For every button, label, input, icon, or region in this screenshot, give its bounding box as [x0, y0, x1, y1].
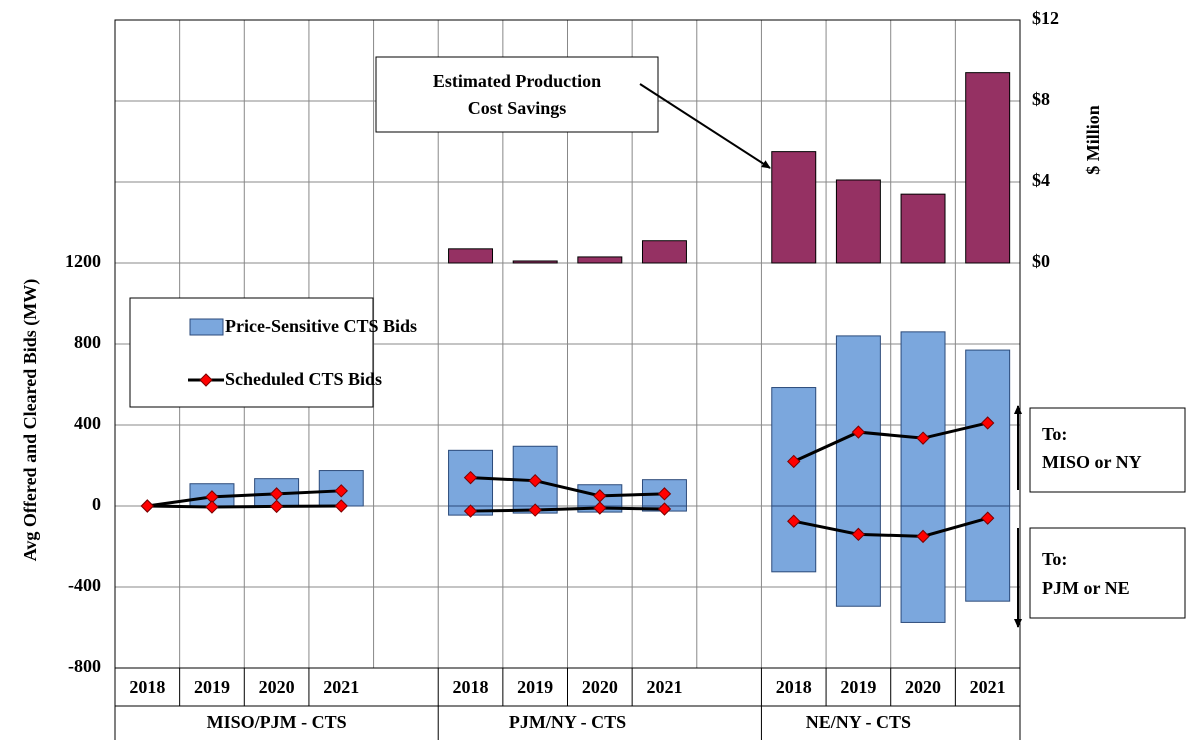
- annotation-text: MISO or NY: [1042, 452, 1142, 472]
- marker: [528, 473, 542, 488]
- y-tick-label: 0: [92, 494, 101, 514]
- bar: [900, 505, 946, 623]
- marker: [916, 431, 930, 445]
- bar: [835, 505, 881, 607]
- bar: [835, 179, 881, 264]
- y2-tick-label: $8: [1032, 89, 1050, 109]
- annotation-arrow: [639, 83, 771, 169]
- annotation: To: PJM or NE: [1014, 527, 1186, 628]
- marker: [787, 454, 801, 469]
- marker: [980, 511, 995, 525]
- group-label: MISO/PJM - CTS: [207, 712, 347, 732]
- marker: [980, 416, 995, 430]
- y-tick-label: 400: [74, 413, 101, 433]
- marker: [851, 425, 866, 439]
- annotation-text: To:: [1042, 549, 1067, 569]
- legend-box: [129, 297, 374, 408]
- annotation-text: Estimated Production: [433, 71, 601, 91]
- annotation: Estimated Production Cost Savings: [375, 56, 771, 169]
- group-label: PJM/NY - CTS: [509, 712, 626, 732]
- legend-label: Scheduled CTS Bids: [225, 369, 382, 389]
- annotation-box: [375, 56, 659, 133]
- annotation-box: [1029, 407, 1186, 493]
- bar: [900, 331, 946, 507]
- annotation-text: To:: [1042, 424, 1067, 444]
- marker: [269, 499, 284, 514]
- marker: [593, 501, 607, 515]
- marker: [657, 487, 672, 501]
- bar: [771, 151, 817, 264]
- x-tick-label: 2019: [194, 677, 230, 697]
- bar: [771, 387, 817, 507]
- x-tick-label: 2020: [259, 677, 295, 697]
- marker: [528, 503, 542, 517]
- legend-label: Price-Sensitive CTS Bids: [225, 316, 417, 336]
- x-tick-label: 2021: [646, 677, 682, 697]
- annotation: To: MISO or NY: [1014, 405, 1186, 493]
- legend-swatch: [189, 318, 224, 336]
- x-tick-label: 2018: [129, 677, 165, 697]
- x-tick-label: 2021: [323, 677, 359, 697]
- x-tick-label: 2018: [776, 677, 812, 697]
- annotation-text: Cost Savings: [468, 98, 567, 118]
- marker: [334, 484, 348, 498]
- marker: [787, 514, 801, 528]
- x-tick-label: 2020: [905, 677, 941, 697]
- marker: [851, 527, 866, 542]
- x-tick-label: 2019: [840, 677, 876, 697]
- x-tick-label: 2021: [970, 677, 1006, 697]
- bar: [965, 72, 1011, 264]
- bar: [512, 260, 558, 264]
- line: [147, 421, 989, 508]
- marker: [916, 529, 930, 544]
- line: [147, 504, 989, 538]
- bar: [641, 240, 687, 264]
- bar: [448, 248, 494, 264]
- y-axis-label: Avg Offered and Cleared Bids (MW): [20, 279, 41, 561]
- y2-tick-label: $0: [1032, 251, 1050, 271]
- x-tick-label: 2020: [582, 677, 618, 697]
- y-tick-label: 1200: [65, 251, 101, 271]
- x-tick-label: 2018: [453, 677, 489, 697]
- marker: [140, 499, 155, 513]
- bar: [577, 256, 623, 264]
- marker: [334, 499, 348, 513]
- bar: [900, 193, 946, 264]
- group-label: NE/NY - CTS: [806, 712, 911, 732]
- bar: [835, 335, 881, 507]
- y-tick-label: -400: [68, 575, 101, 595]
- marker: [463, 504, 478, 518]
- annotation-text: PJM or NE: [1042, 578, 1130, 598]
- y2-axis-label: $ Million: [1083, 105, 1103, 175]
- y-tick-label: 800: [74, 332, 101, 352]
- legend-marker: [199, 373, 213, 387]
- y-tick-label: -800: [68, 656, 101, 676]
- marker: [463, 470, 478, 485]
- x-tick-label: 2019: [517, 677, 553, 697]
- marker: [205, 500, 219, 514]
- marks: [140, 72, 1011, 623]
- y2-tick-label: $12: [1032, 8, 1059, 28]
- marker: [657, 502, 672, 516]
- annotation-box: [1029, 527, 1186, 619]
- legend: Price-Sensitive CTS Bids Scheduled CTS B…: [129, 297, 417, 408]
- y2-tick-label: $4: [1032, 170, 1050, 190]
